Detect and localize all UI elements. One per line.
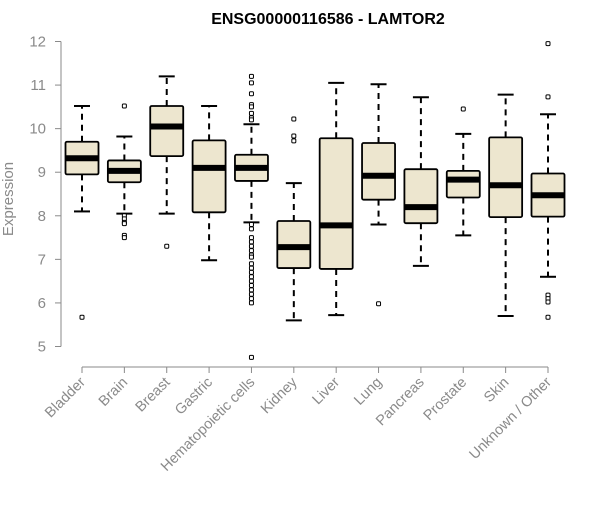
box-breast: [149, 75, 185, 249]
outlier-point: [545, 94, 551, 100]
y-axis: 5 6 7 8 9 10 11 12: [29, 34, 62, 356]
outlier-point: [248, 226, 254, 232]
outlier-point: [545, 41, 551, 47]
outlier-point: [291, 116, 297, 122]
outlier-point: [248, 269, 254, 275]
outlier-point: [248, 248, 254, 254]
x-tick-label: Prostate: [421, 375, 470, 424]
outlier-point: [291, 138, 297, 144]
y-tick-label: 5: [38, 339, 46, 356]
box-gastric: [191, 104, 227, 262]
iqr-box: [361, 142, 396, 201]
outlier-point: [248, 354, 254, 360]
outlier-point: [248, 104, 254, 110]
outlier-point: [121, 103, 127, 109]
y-tick-label: 10: [29, 121, 46, 138]
outlier-point: [79, 314, 85, 320]
outlier-point: [248, 283, 254, 288]
outlier-point: [248, 291, 254, 297]
iqr-box: [403, 168, 439, 225]
outlier-point: [248, 274, 254, 280]
y-axis-label: Expression: [0, 162, 17, 236]
box-unknown-other: [530, 41, 566, 320]
outlier-point: [248, 261, 254, 267]
outlier-point: [248, 117, 254, 123]
outlier-point: [248, 222, 254, 227]
outlier-point: [248, 243, 254, 249]
outlier-point: [248, 296, 254, 302]
chart-title: ENSG00000116586 - LAMTOR2: [211, 11, 445, 28]
outlier-point: [248, 278, 254, 284]
y-tick-label: 8: [38, 208, 46, 225]
x-tick-label: Liver: [309, 374, 343, 408]
x-tick-label: Skin: [481, 375, 512, 406]
outlier-point: [291, 133, 297, 139]
outlier-point: [248, 235, 254, 241]
y-tick-label: 6: [38, 295, 46, 312]
outlier-point: [545, 299, 551, 305]
box-skin: [488, 93, 524, 317]
box-bladder: [64, 104, 100, 320]
y-tick-label: 11: [30, 77, 46, 94]
boxes-layer: [64, 41, 566, 360]
outlier-point: [121, 221, 127, 227]
iqr-box: [149, 105, 185, 157]
x-tick-label: Breast: [133, 375, 174, 416]
box-pancreas: [403, 96, 439, 267]
iqr-box: [191, 139, 227, 214]
outlier-point: [248, 239, 254, 245]
x-tick-label: Unknown / Other: [467, 374, 555, 462]
y-tick-label: 7: [38, 251, 46, 268]
outlier-point: [248, 91, 254, 97]
iqr-box: [318, 137, 354, 270]
outlier-point: [376, 301, 382, 307]
outlier-point: [248, 300, 254, 306]
outlier-point: [248, 287, 254, 293]
iqr-box: [488, 136, 524, 218]
outlier-point: [460, 106, 466, 112]
x-tick-label: Bladder: [42, 374, 89, 421]
outlier-point: [248, 73, 254, 79]
outlier-point: [121, 235, 127, 241]
box-kidney: [276, 116, 312, 322]
outlier-point: [545, 314, 551, 320]
box-liver: [318, 81, 354, 317]
x-tick-label: Brain: [96, 375, 131, 410]
outlier-point: [248, 110, 254, 116]
box-brain: [106, 103, 142, 241]
y-tick-label: 12: [29, 34, 46, 51]
outlier-point: [164, 243, 170, 249]
x-tick-label: Lung: [351, 375, 385, 409]
outlier-point: [248, 254, 254, 260]
box-lung: [361, 83, 396, 307]
y-tick-label: 9: [38, 164, 46, 181]
iqr-box: [445, 170, 481, 199]
x-tick-label: Kidney: [258, 374, 301, 417]
box-hematopoietic-cells: [234, 73, 269, 360]
outlier-point: [248, 265, 254, 271]
outlier-point: [248, 80, 254, 86]
box-prostate: [445, 106, 481, 237]
